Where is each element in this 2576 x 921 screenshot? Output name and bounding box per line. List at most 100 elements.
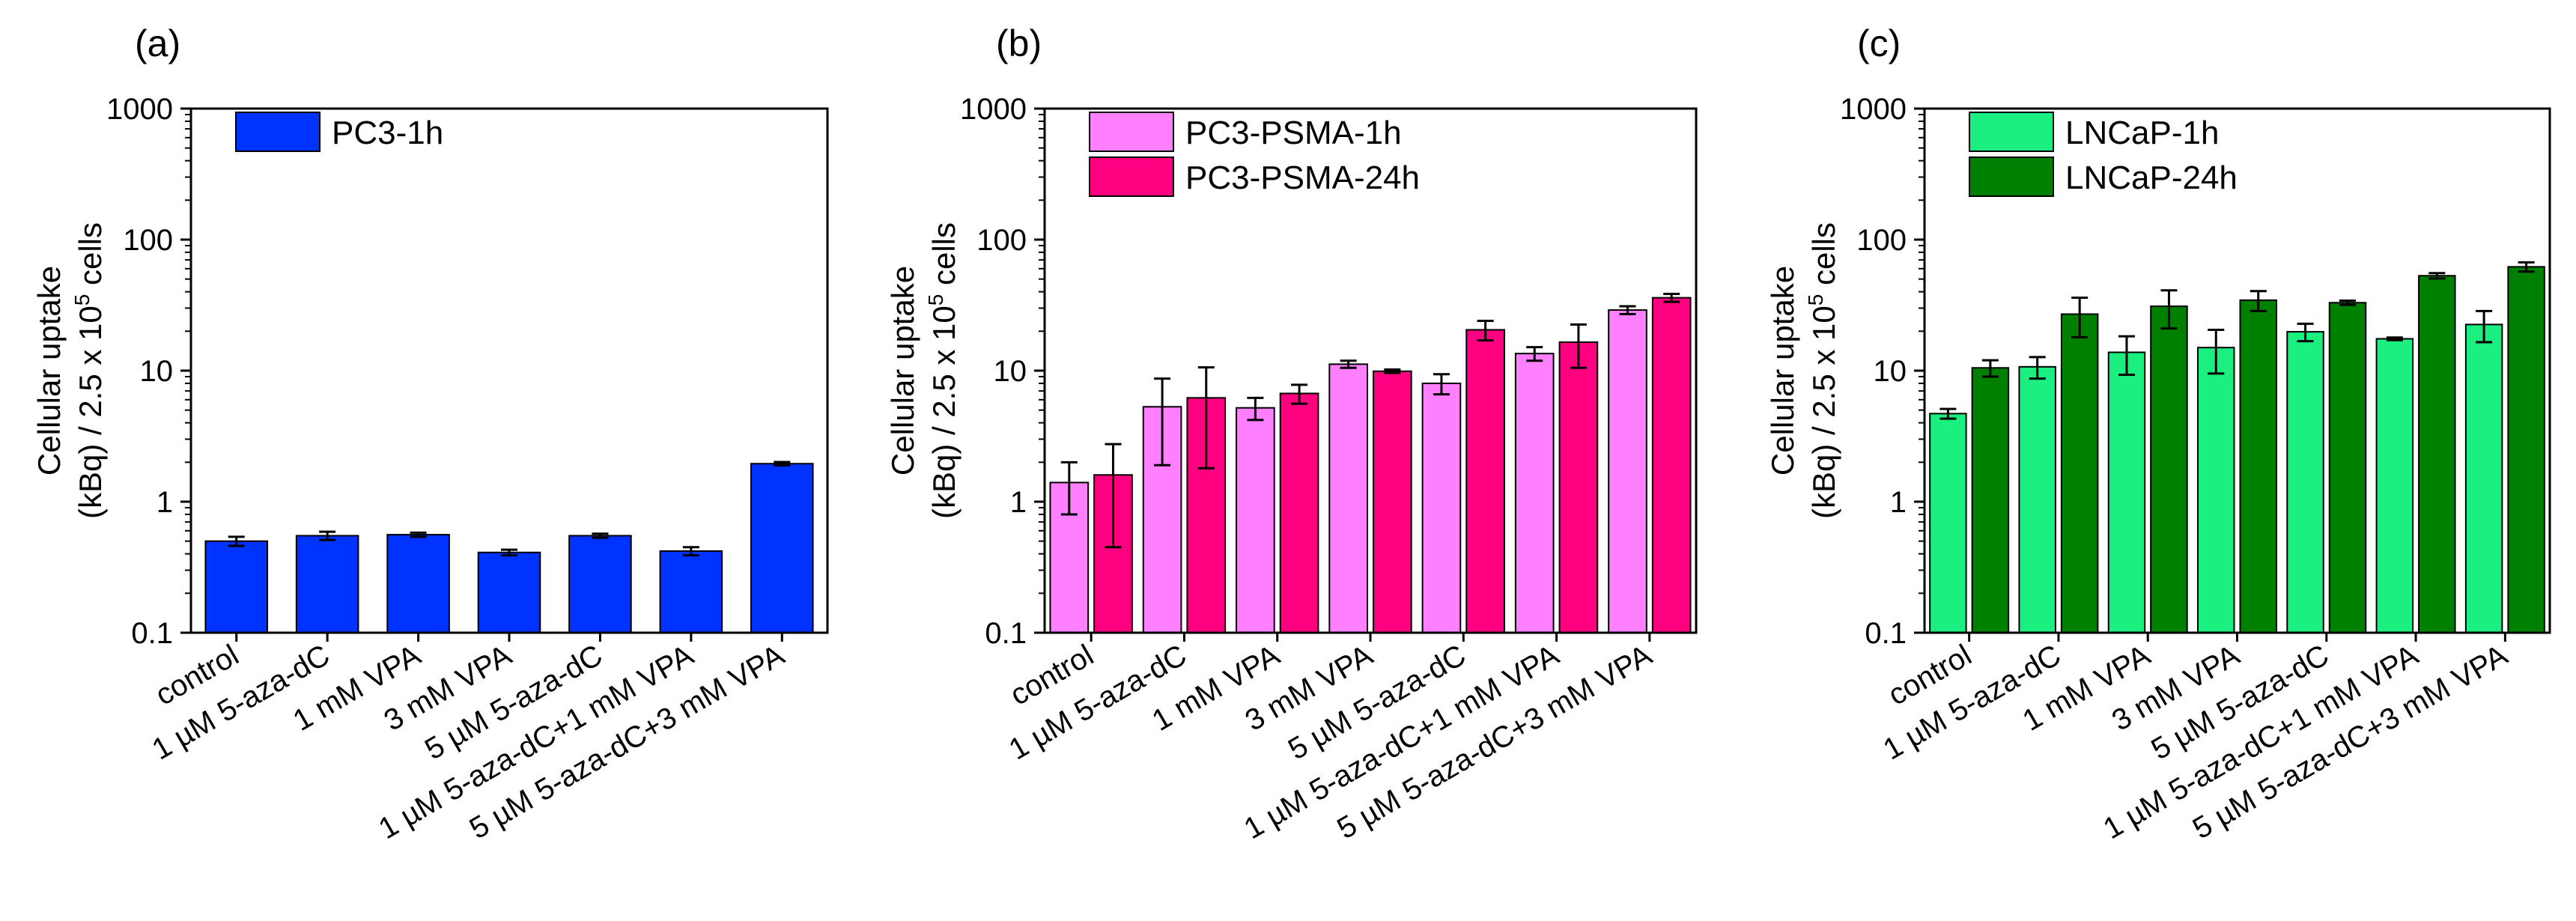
error-bar-PC3-PSMA-24h-3 (1291, 383, 1308, 405)
error-bar-LNCaP-24h-5 (2339, 300, 2357, 306)
error-bar-PC3-PSMA-24h-4 (1384, 368, 1401, 374)
error-bar-LNCaP-24h-2 (2071, 297, 2089, 338)
error-bar-PC3-PSMA-24h-1 (1105, 443, 1122, 549)
bar-LNCaP-24h-4 (2239, 299, 2277, 633)
y-axis-title-line2: (kBq) / 2.5 x 105 cells (70, 222, 108, 519)
error-bar-PC3-1h-2 (319, 530, 336, 541)
bar-LNCaP-24h-7 (2507, 266, 2545, 633)
y-tick-label: 100 (1856, 224, 1907, 257)
error-bar-LNCaP-24h-3 (2160, 289, 2178, 330)
error-bar-PC3-1h-6 (682, 546, 699, 557)
y-tick-label: 10 (994, 355, 1027, 388)
panel-label: (b) (996, 22, 1042, 64)
error-bar-LNCaP-1h-3 (2118, 335, 2135, 377)
bar-PC3-PSMA-24h-4 (1373, 370, 1412, 633)
y-axis-title-line2: (kBq) / 2.5 x 105 cells (1804, 222, 1841, 519)
bar-PC3-1h-3 (386, 534, 450, 633)
error-bar-LNCaP-24h-1 (1981, 359, 1999, 378)
y-tick-label: 100 (123, 224, 173, 257)
y-tick-label: 0.1 (985, 617, 1027, 650)
bar-PC3-PSMA-24h-5 (1465, 329, 1505, 633)
y-axis-title-line1: Cellular uptake (1765, 266, 1800, 475)
bar-PC3-1h-1 (204, 540, 268, 633)
bar-PC3-PSMA-1h-5 (1421, 382, 1462, 633)
error-bar-PC3-PSMA-1h-7 (1619, 305, 1636, 316)
legend: PC3-1h (235, 112, 443, 152)
legend-swatch (1969, 112, 2054, 152)
error-bar-LNCaP-1h-5 (2297, 322, 2314, 343)
bar-PC3-PSMA-24h-6 (1558, 341, 1599, 633)
error-bar-PC3-1h-1 (228, 535, 245, 547)
error-bar-LNCaP-24h-4 (2250, 290, 2267, 312)
legend: LNCaP-1h LNCaP-24h (1969, 112, 2238, 197)
legend-swatch (235, 112, 321, 152)
error-bar-PC3-PSMA-24h-5 (1477, 319, 1494, 342)
error-bar-LNCaP-1h-7 (2476, 309, 2493, 344)
bar-LNCaP-1h-3 (2107, 351, 2146, 633)
error-bar-PC3-PSMA-24h-7 (1663, 293, 1680, 303)
legend-swatch (1089, 112, 1174, 152)
legend: PC3-PSMA-1h PC3-PSMA-24h (1089, 112, 1420, 197)
y-axis-title-line2: (kBq) / 2.5 x 105 cells (924, 222, 962, 519)
legend-label: LNCaP-1h (2065, 115, 2219, 151)
y-tick-label: 1000 (1840, 93, 1907, 126)
error-bar-LNCaP-1h-2 (2029, 356, 2046, 380)
bar-LNCaP-24h-2 (2060, 313, 2099, 633)
bar-PC3-PSMA-1h-7 (1608, 309, 1647, 633)
error-bar-PC3-PSMA-24h-2 (1197, 366, 1215, 469)
error-bar-PC3-PSMA-1h-4 (1340, 359, 1357, 369)
legend-label: PC3-PSMA-24h (1185, 159, 1420, 196)
error-bar-PC3-PSMA-1h-3 (1247, 396, 1264, 422)
bar-LNCaP-1h-2 (2018, 365, 2056, 633)
legend-swatch (1089, 156, 1174, 197)
y-axis-title-line1: Cellular uptake (31, 266, 67, 475)
error-bar-PC3-PSMA-1h-2 (1154, 377, 1171, 466)
y-tick-label: 10 (140, 355, 174, 388)
error-bar-PC3-PSMA-1h-1 (1060, 460, 1078, 516)
y-axis: 0.1 1 10 100 1000 (960, 93, 1045, 650)
y-tick-label: 1 (1890, 486, 1907, 519)
bar-PC3-1h-4 (477, 551, 541, 633)
bar-LNCaP-24h-3 (2150, 306, 2188, 633)
bar-PC3-1h-5 (568, 535, 632, 633)
y-tick-label: 0.1 (131, 617, 173, 650)
error-bar-PC3-PSMA-24h-6 (1570, 323, 1587, 369)
bar-PC3-PSMA-24h-3 (1279, 392, 1319, 633)
bar-LNCaP-1h-6 (2375, 338, 2414, 633)
y-axis-title-line1: Cellular uptake (885, 266, 920, 475)
error-bar-LNCaP-1h-4 (2208, 328, 2225, 375)
bar-PC3-PSMA-1h-4 (1328, 363, 1369, 633)
bars (204, 460, 814, 634)
legend-label: LNCaP-24h (2065, 159, 2238, 196)
y-tick-label: 1 (1010, 486, 1027, 519)
bar-PC3-1h-7 (750, 463, 814, 634)
bar-PC3-1h-6 (659, 550, 723, 634)
legend-label: PC3-1h (332, 115, 443, 151)
y-tick-label: 100 (976, 224, 1027, 257)
bar-LNCaP-24h-5 (2328, 302, 2367, 633)
bar-LNCaP-1h-1 (1929, 413, 1967, 633)
bar-PC3-PSMA-24h-7 (1651, 297, 1692, 633)
error-bar-PC3-1h-5 (592, 532, 609, 539)
bar-LNCaP-1h-5 (2286, 331, 2324, 633)
y-tick-label: 1000 (960, 93, 1027, 126)
y-tick-label: 10 (1874, 355, 1907, 388)
bar-PC3-PSMA-1h-3 (1236, 407, 1275, 633)
bar-LNCaP-24h-6 (2418, 275, 2456, 633)
bar-LNCaP-24h-1 (1971, 367, 2010, 633)
y-tick-label: 0.1 (1865, 617, 1907, 650)
y-axis: 0.1 1 10 100 1000 (106, 93, 191, 650)
bars (1049, 293, 1692, 634)
error-bar-LNCaP-24h-7 (2518, 261, 2535, 273)
error-bar-PC3-1h-3 (410, 531, 427, 538)
panel-label: (a) (135, 22, 180, 64)
error-bar-PC3-PSMA-1h-5 (1433, 373, 1450, 396)
bar-LNCaP-1h-7 (2464, 323, 2503, 633)
